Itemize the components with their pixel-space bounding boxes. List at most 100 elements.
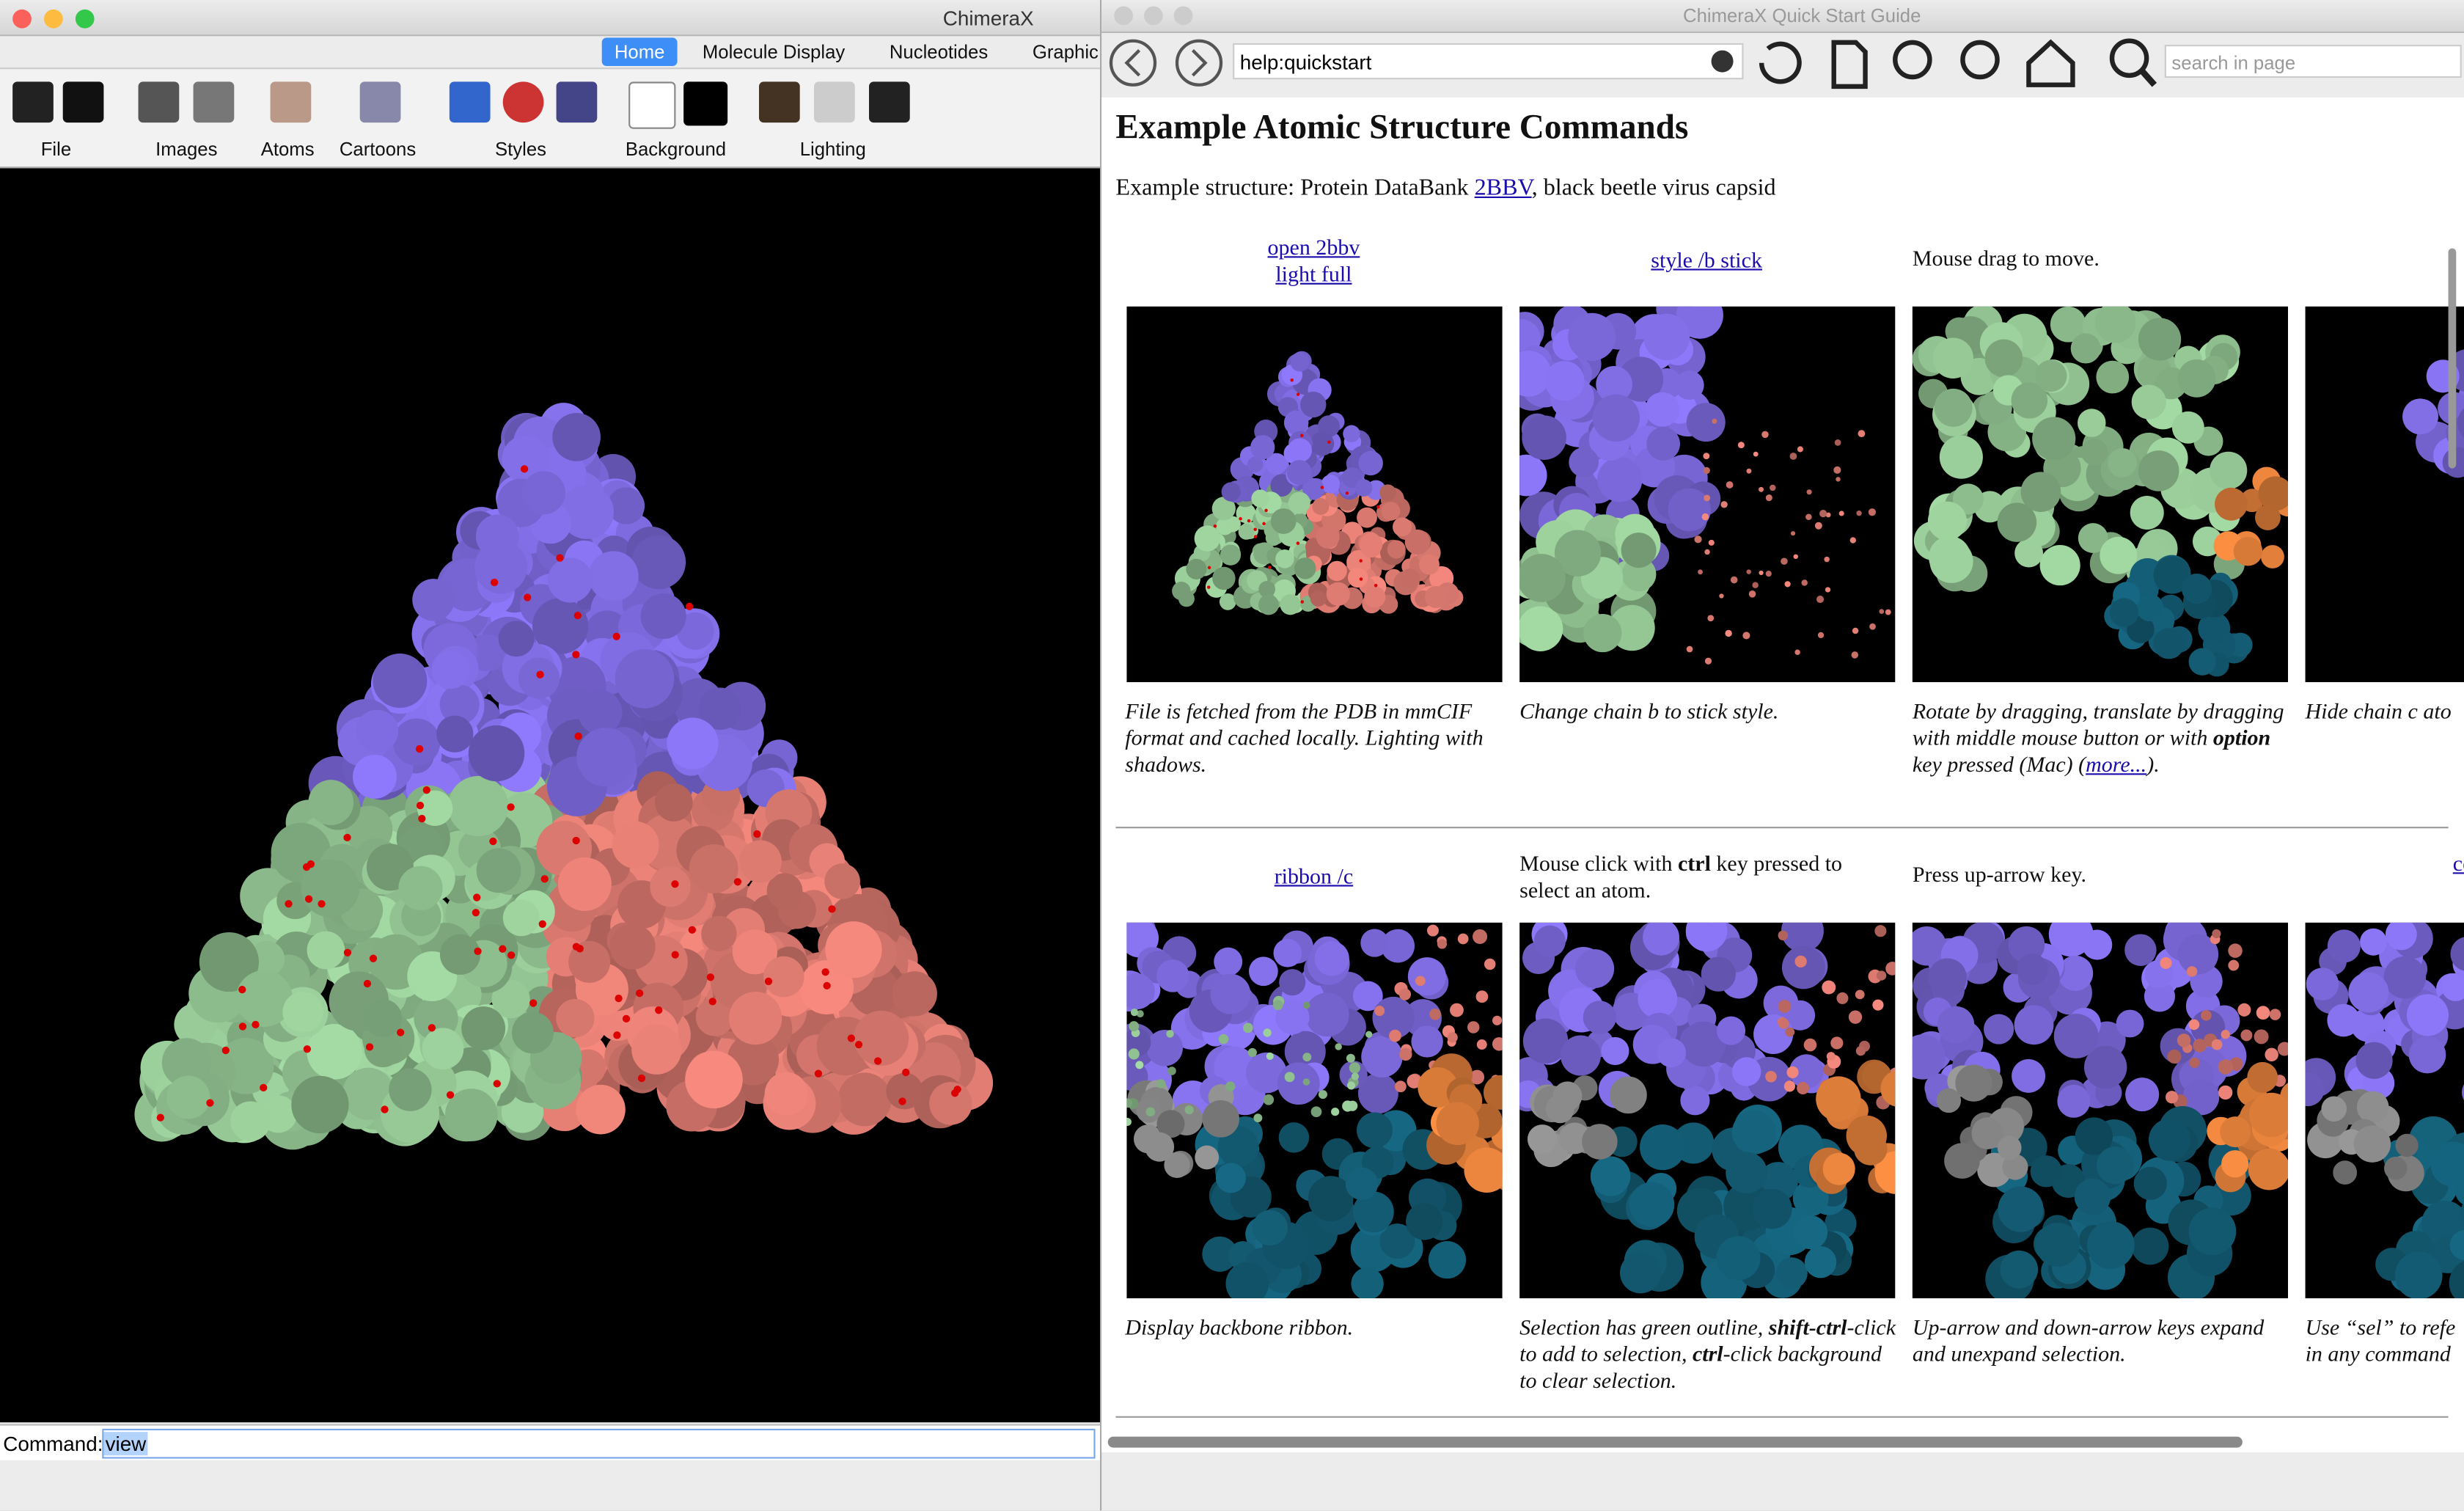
command-link[interactable]: light full: [1275, 264, 1352, 288]
atom-sphere: [511, 1011, 554, 1054]
stick-icon[interactable]: [449, 81, 491, 123]
atom-sphere: [2108, 447, 2137, 478]
save-icon[interactable]: [62, 81, 104, 123]
back-button[interactable]: [1109, 39, 1157, 87]
atom-sphere: [1294, 557, 1316, 579]
atom-sphere: [1360, 533, 1383, 556]
atom-sphere: [574, 732, 582, 740]
close-button[interactable]: [1114, 6, 1133, 26]
atom-sphere: [1167, 1067, 1176, 1075]
soft-icon[interactable]: [814, 81, 855, 123]
vertical-scrollbar[interactable]: [2448, 248, 2457, 469]
command-input[interactable]: view: [102, 1428, 1096, 1459]
atom-sphere: [825, 921, 882, 978]
tab[interactable]: Molecule Display: [702, 40, 846, 63]
atom-sphere: [1912, 926, 1947, 966]
zoom-button[interactable]: [1173, 6, 1193, 26]
atom-sphere: [2012, 1058, 2046, 1093]
atom-sphere: [1645, 392, 1680, 427]
tab[interactable]: Home: [601, 37, 678, 66]
more-link[interactable]: more...: [2086, 754, 2147, 778]
sphere-icon[interactable]: [502, 81, 544, 123]
cartoons-icon[interactable]: [359, 81, 401, 123]
zoom-in-button[interactable]: [1893, 40, 1932, 80]
atoms-icon[interactable]: [270, 81, 312, 123]
atom-sphere: [1263, 1028, 1272, 1037]
camera-icon[interactable]: [138, 81, 180, 123]
page-button[interactable]: [1831, 40, 1868, 89]
3d-viewer[interactable]: [0, 168, 1100, 1423]
atom-sphere: [1364, 586, 1386, 608]
clear-button[interactable]: [1711, 50, 1734, 73]
atom-sphere: [1527, 1124, 1558, 1155]
command-link[interactable]: style /b stick: [1651, 249, 1762, 274]
forward-button[interactable]: [1175, 39, 1223, 87]
title-bar: [1101, 0, 2464, 33]
atom-sphere: [1354, 479, 1373, 497]
atom-sphere: [1427, 924, 1439, 937]
atom-sphere: [1219, 593, 1236, 610]
atom-sphere: [1278, 1122, 1310, 1153]
zoom-button[interactable]: [75, 9, 95, 29]
command-link[interactable]: ribbon /c: [1274, 866, 1354, 890]
light-icon[interactable]: [759, 81, 800, 123]
atom-sphere: [2355, 1042, 2393, 1079]
atom-sphere: [1805, 513, 1812, 521]
url-field[interactable]: [1233, 43, 1744, 80]
atom-sphere: [1997, 502, 2037, 542]
atom-sphere: [1737, 442, 1745, 449]
command-link[interactable]: colo: [2452, 853, 2464, 877]
atom-sphere: [507, 803, 515, 811]
atom-sphere: [631, 1024, 682, 1075]
command-link[interactable]: open 2bbv: [1267, 237, 1360, 261]
zoom-out-button[interactable]: [1960, 40, 2000, 80]
search-field[interactable]: [2164, 45, 2462, 78]
atom-sphere: [1569, 447, 1599, 478]
atom-sphere: [1212, 566, 1236, 590]
white-bg-icon[interactable]: [628, 81, 676, 129]
minimize-button[interactable]: [1144, 6, 1163, 26]
atom-sphere: [301, 859, 359, 918]
atom-sphere: [1284, 1072, 1295, 1083]
atom-sphere: [1770, 484, 1776, 491]
atom-sphere: [1703, 467, 1710, 475]
atom-sphere: [1365, 1031, 1373, 1038]
atom-sphere: [2182, 1078, 2220, 1116]
atom-sphere: [2255, 505, 2281, 530]
atom-sphere: [439, 934, 481, 975]
atom-sphere: [547, 557, 593, 603]
atom-sphere: [1880, 1070, 1896, 1107]
atom-sphere: [308, 780, 354, 825]
atom-sphere: [2109, 598, 2139, 627]
atom-sphere: [2144, 981, 2176, 1012]
atom-sphere: [2070, 333, 2101, 364]
horizontal-scrollbar[interactable]: [1107, 1436, 2243, 1448]
atom-sphere: [2030, 1155, 2062, 1188]
atom-sphere: [1694, 535, 1702, 544]
tab[interactable]: Nucleotides: [889, 40, 989, 63]
reload-button[interactable]: [1759, 41, 1802, 84]
atom-sphere: [364, 1031, 402, 1068]
movie-icon[interactable]: [193, 81, 235, 123]
close-button[interactable]: [12, 9, 32, 29]
atom-sphere: [1704, 494, 1711, 502]
tab[interactable]: Graphic: [1032, 40, 1099, 63]
shadow-icon[interactable]: [869, 81, 910, 123]
atom-sphere: [1424, 586, 1447, 609]
pdb-link[interactable]: 2BBV: [1474, 176, 1532, 202]
atom-sphere: [538, 920, 546, 928]
atom-sphere: [1266, 1052, 1274, 1060]
atom-sphere: [1184, 1105, 1194, 1115]
group-label: Styles: [495, 138, 547, 161]
atom-sphere: [2080, 439, 2108, 466]
home-button[interactable]: [2026, 39, 2075, 87]
caption-text: Rotate by dragging, translate by draggin…: [1912, 700, 2284, 752]
atom-sphere: [2193, 1039, 2207, 1053]
atom-sphere: [689, 844, 738, 894]
atom-sphere: [2002, 1154, 2028, 1180]
black-bg-icon[interactable]: [683, 81, 728, 126]
ball-icon[interactable]: [556, 81, 598, 123]
search-handle: [2139, 68, 2157, 87]
minimize-button[interactable]: [44, 9, 63, 29]
open-icon[interactable]: [12, 81, 54, 123]
